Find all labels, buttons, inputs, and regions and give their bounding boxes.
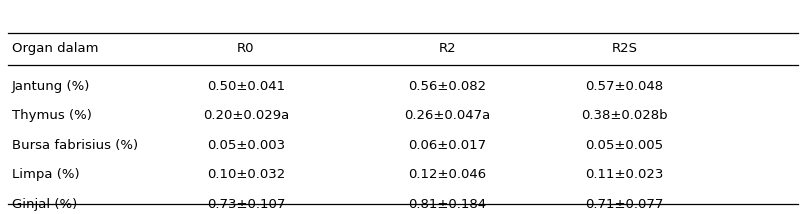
Text: 0.12±0.046: 0.12±0.046	[409, 168, 486, 181]
Text: 0.06±0.017: 0.06±0.017	[409, 139, 486, 152]
Text: Jantung (%): Jantung (%)	[12, 80, 90, 92]
Text: 0.26±0.047a: 0.26±0.047a	[404, 109, 491, 122]
Text: R0: R0	[237, 42, 255, 55]
Text: R2: R2	[438, 42, 456, 55]
Text: 0.71±0.077: 0.71±0.077	[585, 198, 664, 211]
Text: 0.10±0.032: 0.10±0.032	[206, 168, 285, 181]
Text: 0.56±0.082: 0.56±0.082	[409, 80, 486, 92]
Text: 0.38±0.028b: 0.38±0.028b	[581, 109, 668, 122]
Text: 0.50±0.041: 0.50±0.041	[207, 80, 285, 92]
Text: 0.57±0.048: 0.57±0.048	[586, 80, 663, 92]
Text: 0.20±0.029a: 0.20±0.029a	[202, 109, 289, 122]
Text: Ginjal (%): Ginjal (%)	[12, 198, 77, 211]
Text: Bursa fabrisius (%): Bursa fabrisius (%)	[12, 139, 138, 152]
Text: Organ dalam: Organ dalam	[12, 42, 98, 55]
Text: 0.05±0.005: 0.05±0.005	[586, 139, 663, 152]
Text: Thymus (%): Thymus (%)	[12, 109, 92, 122]
Text: 0.73±0.107: 0.73±0.107	[206, 198, 285, 211]
Text: 0.11±0.023: 0.11±0.023	[585, 168, 664, 181]
Text: Limpa (%): Limpa (%)	[12, 168, 80, 181]
Text: R2S: R2S	[612, 42, 638, 55]
Text: 0.05±0.003: 0.05±0.003	[207, 139, 285, 152]
Text: 0.81±0.184: 0.81±0.184	[409, 198, 486, 211]
